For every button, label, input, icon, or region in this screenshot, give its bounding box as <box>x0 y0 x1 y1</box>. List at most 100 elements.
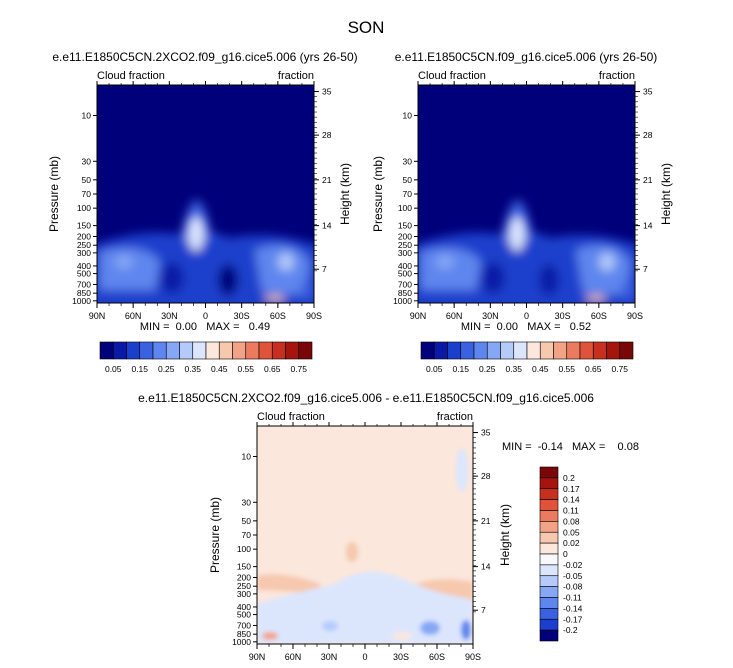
panel-b-y2-tick-label: 7 <box>643 264 648 274</box>
panel-b-colorbar-label: 0.35 <box>505 364 522 374</box>
panel-b-y2-tick-label: 14 <box>643 221 653 231</box>
panel-a-x-tick-label: 90N <box>89 311 106 321</box>
panel-diff-colorbar-label: -0.2 <box>563 625 578 635</box>
panel-a-cloud-core <box>188 217 204 251</box>
panel-b-colorbar: 0.05 0.15 0.25 0.35 0.45 0.55 0.65 0.75 <box>420 341 634 374</box>
panel-a-cloud-nh-core <box>115 255 133 269</box>
panel-diff-colorbar-swatch <box>539 477 559 490</box>
panel-b-y2-tick-label: 28 <box>643 130 653 140</box>
panel-diff-colorbar-swatch <box>539 499 559 511</box>
panel-a-y-tick-label: 100 <box>77 203 91 213</box>
panel-diff-colorbar-swatch <box>539 466 559 479</box>
panel-b-cloud-dry-n <box>481 262 505 294</box>
panel-diff-left-label: Cloud fraction <box>257 411 325 423</box>
panel-diff-y-tick-label: 200 <box>237 573 251 583</box>
panel-b-colorbar-swatch <box>592 341 607 360</box>
panel-a-cloud-shading <box>97 200 314 303</box>
panel-diff-title: e.e11.E1850C5CN.2XCO2.f09_g16.cice5.006 … <box>138 391 594 405</box>
panel-diff-colorbar-swatch <box>539 597 559 609</box>
panel-diff-y2-tick-label: 28 <box>481 471 491 481</box>
panel-a-colorbar-swatch <box>285 341 300 360</box>
panel-diff-colorbar-swatch <box>539 510 559 522</box>
panel-b-colorbar-swatch <box>539 341 554 360</box>
panel-diff-x-tick-label: 60N <box>285 652 302 662</box>
panel-b-title: e.e11.E1850C5CN.f09_g16.cice5.006 (yrs 2… <box>395 50 658 64</box>
panel-b-x-tick-label: 60N <box>446 311 463 321</box>
panel-b-colorbar-swatch <box>486 341 501 360</box>
panel-b-y-tick-label: 1000 <box>393 296 412 306</box>
panel-b-y-tick-label: 50 <box>403 175 413 185</box>
panel-diff-colorbar-swatch <box>539 553 559 566</box>
panel-diff-y2-tick-label: 35 <box>481 428 491 438</box>
panel-a-colorbar-swatch <box>152 341 167 360</box>
panel-diff-colorbar-label: -0.11 <box>563 593 582 603</box>
panel-diff-y-tick-label: 100 <box>237 544 251 554</box>
panel-a-colorbar-label: 0.45 <box>211 364 228 374</box>
panel-a-y-tick-label: 10 <box>82 111 92 121</box>
panel-b-cloud-sh-core <box>599 253 615 271</box>
panel-a-cloud-pole-s <box>300 281 312 299</box>
panel-b-colorbar-swatch <box>513 341 528 360</box>
panel-diff-y2-tick-label: 21 <box>481 516 491 526</box>
panel-diff-x-tick-label: 30S <box>393 652 409 662</box>
panel-diff-y-tick-label: 500 <box>237 610 251 620</box>
panel-b-colorbar-swatch <box>606 341 621 360</box>
panel-diff-colorbar-swatch <box>539 608 559 620</box>
panel-b-colorbar-swatch <box>579 341 594 360</box>
panel-b-x-tick-label: 90S <box>627 311 643 321</box>
panel-b-colorbar-label: 0.65 <box>585 364 602 374</box>
panel-a-ylabel: Pressure (mb) <box>47 156 61 232</box>
panel-b-colorbar-label: 0.75 <box>611 364 628 374</box>
panel-diff-right-label: fraction <box>437 411 473 423</box>
panel-diff-y-tick-label: 250 <box>237 581 251 591</box>
panel-diff-colorbar-label: 0.14 <box>563 495 580 505</box>
panel-diff-x-tick-label: 60S <box>429 652 445 662</box>
panel-diff-colorbar-label: -0.14 <box>563 603 583 613</box>
panel-diff-x-tick-label: 90N <box>249 652 266 662</box>
panel-a-colorbar-swatch <box>232 341 247 360</box>
panel-b-cloud-core <box>509 217 525 251</box>
panel-a-axes: 90N 60N 30N 0 30S 60S 90S103050701001502002503… <box>47 81 352 321</box>
panel-b-y-tick-label: 300 <box>398 248 412 258</box>
panel-b-cloud-dry-s <box>539 264 559 296</box>
panel-a-colorbar-swatch <box>245 341 260 360</box>
panel-b-y-tick-label: 150 <box>398 221 412 231</box>
panel-a-y2-tick-label: 14 <box>322 221 332 231</box>
panel-b-cloud-mid <box>421 247 481 290</box>
panel-diff-surface-pos <box>262 632 278 640</box>
figure-title: SON <box>348 18 385 37</box>
panel-b-x-tick-label: 30N <box>482 311 499 321</box>
panel-diff-band-tropopause-n <box>257 574 320 594</box>
panel-diff-y-tick-label: 30 <box>242 497 252 507</box>
panel-a-cloud-dry-n <box>160 262 184 294</box>
panel-a-y2-tick-label: 7 <box>322 264 327 274</box>
panel-a-x-tick-label: 0 <box>203 311 208 321</box>
panel-a: e.e11.E1850C5CN.2XCO2.f09_g16.cice5.006 … <box>47 50 358 374</box>
panel-diff-colorbar-label: 0.02 <box>563 538 580 548</box>
panel-diff-y-tick-label: 150 <box>237 562 251 572</box>
panel-b-y-tick-label: 700 <box>398 279 412 289</box>
panel-diff-y-tick-label: 1000 <box>232 637 251 647</box>
panel-a-x-tick-label: 90S <box>306 311 322 321</box>
panel-b-x-tick-label: 30S <box>555 311 571 321</box>
panel-a-x-tick-label: 60S <box>270 311 286 321</box>
panel-diff-y-tick-label: 700 <box>237 620 251 630</box>
panel-a-colorbar-label: 0.35 <box>184 364 201 374</box>
panel-diff-colorbar-swatch <box>539 531 559 544</box>
panel-a-y-tick-label: 300 <box>77 248 91 258</box>
panel-a-colorbar-label: 0.05 <box>105 364 122 374</box>
panel-diff-y2-tick-label: 7 <box>481 605 486 615</box>
panel-a-colorbar-swatch <box>192 341 207 360</box>
panel-a-y-tick-label: 850 <box>77 288 91 298</box>
panel-a-colorbar-label: 0.55 <box>237 364 254 374</box>
panel-b-x-tick-label: 90N <box>410 311 427 321</box>
panel-b-x-tick-label: 60S <box>591 311 607 321</box>
panel-a-colorbar-swatch <box>112 341 127 360</box>
panel-b-colorbar-swatch <box>566 341 581 360</box>
panel-a-ylabel-right: Height (km) <box>338 163 352 225</box>
panel-diff-pole-s-column <box>456 448 468 492</box>
panel-diff-colorbar-label: -0.05 <box>563 571 583 581</box>
panel-b-y2-tick-label: 21 <box>643 175 653 185</box>
panel-b-colorbar-swatch <box>433 341 448 360</box>
panel-diff-colorbar-swatch <box>539 564 559 577</box>
